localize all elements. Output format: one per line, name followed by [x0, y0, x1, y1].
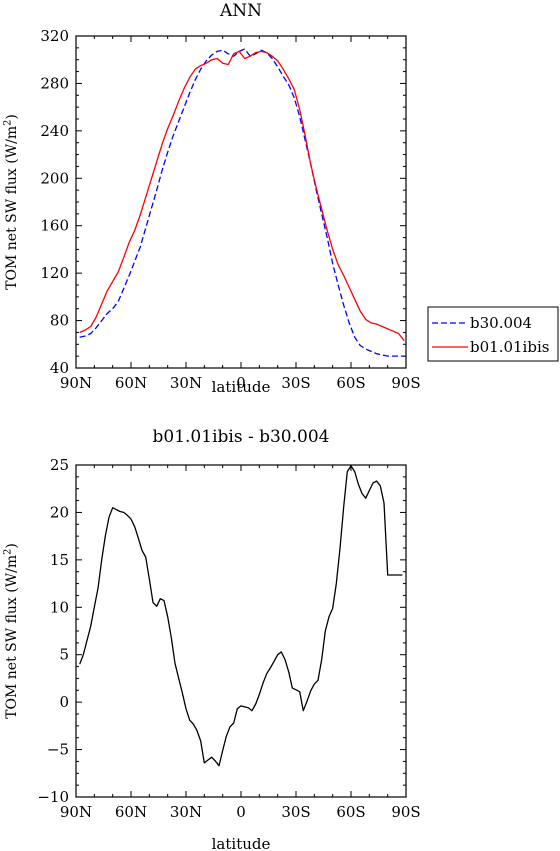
- panel1-x-tick-label: 90S: [391, 374, 420, 392]
- panel2-y-tick-label: 20: [50, 503, 69, 521]
- panel2-plot-frame: [75, 464, 407, 798]
- panel1-y-tick-label: 120: [40, 264, 69, 282]
- panel2-y-tick-label: −10: [37, 788, 69, 806]
- panel2-y-tick-label: −5: [47, 741, 69, 759]
- panel1-x-tick-label: 90N: [60, 374, 92, 392]
- panel1-y-tick-label: 240: [40, 122, 69, 140]
- panel1-y-axis-label: TOM net SW flux (W/m2​): [2, 114, 20, 290]
- panel2-x-axis-label: latitude: [212, 835, 271, 851]
- panel2-y-tick-label: 0: [59, 693, 69, 711]
- legend-entry-1: b30.004: [470, 314, 532, 332]
- panel1-y-tick-label: 200: [40, 169, 69, 187]
- panel1-y-tick-label: 80: [50, 312, 69, 330]
- panel1-chart-title: ANN: [219, 1, 262, 21]
- panel1-y-tick-label: 160: [40, 217, 69, 235]
- panel2-chart-title: b01.01ibis - b30.004: [153, 427, 330, 447]
- panel1-plot-frame: [75, 35, 407, 369]
- panel1-series-line-b30-004: [79, 48, 405, 357]
- panel2-x-tick-label: 30S: [281, 803, 310, 821]
- panel1-x-axis-label: latitude: [212, 378, 271, 396]
- panel2-y-tick-label: 25: [50, 456, 69, 474]
- panel2-x-tick-label: 0: [236, 803, 246, 821]
- panel1-x-tick-label: 30S: [281, 374, 310, 392]
- panel1-x-tick-label: 60S: [336, 374, 365, 392]
- panel1-y-tick-label: 280: [40, 74, 69, 92]
- panel1-y-tick-label: 40: [50, 359, 69, 377]
- panel2-y-tick-label: 10: [50, 598, 69, 616]
- panel1-x-tick-label: 0: [236, 374, 246, 392]
- panel2-x-tick-label: 30N: [170, 803, 202, 821]
- panel2-y-tick-label: 5: [59, 646, 69, 664]
- panel2-y-tick-label: 15: [50, 551, 69, 569]
- panel1-y-tick-label: 320: [40, 27, 69, 45]
- panel2-x-tick-label: 60N: [115, 803, 147, 821]
- panel2-y-axis-label: TOM net SW flux (W/m2​): [2, 543, 20, 719]
- legend-entry-2: b01.01ibis: [470, 338, 549, 356]
- panel2-x-tick-label: 60S: [336, 803, 365, 821]
- legend-box: [427, 306, 559, 362]
- panel2-x-tick-label: 90N: [60, 803, 92, 821]
- panel1-series-line-b01-01ibis: [79, 50, 405, 342]
- panel2-series-line-1: [79, 465, 403, 767]
- panel1-x-tick-label: 30N: [170, 374, 202, 392]
- panel1-x-tick-label: 60N: [115, 374, 147, 392]
- panel2-x-tick-label: 90S: [391, 803, 420, 821]
